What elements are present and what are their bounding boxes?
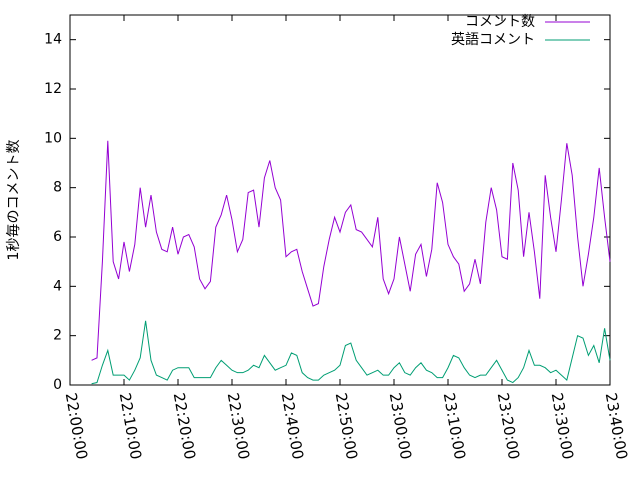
y-tick-label: 4 <box>53 278 62 294</box>
y-tick-label: 10 <box>44 130 62 146</box>
y-tick-label: 14 <box>44 32 62 48</box>
series-line <box>91 140 611 361</box>
y-tick-label: 2 <box>53 328 62 344</box>
x-tick-label: 22:10:00 <box>116 391 145 460</box>
x-tick-label: 23:30:00 <box>548 391 577 460</box>
y-axis-label: 1秒毎のコメント数 <box>6 140 22 261</box>
x-tick-label: 22:20:00 <box>170 391 199 460</box>
x-tick-label: 22:30:00 <box>224 391 253 460</box>
x-tick-label: 23:40:00 <box>602 391 631 460</box>
legend-label: 英語コメント <box>451 31 535 48</box>
x-tick-label: 23:10:00 <box>440 391 469 460</box>
x-tick-label: 23:00:00 <box>386 391 415 460</box>
y-tick-label: 6 <box>53 229 62 245</box>
legend-label: コメント数 <box>465 14 535 30</box>
x-tick-label: 22:40:00 <box>278 391 307 460</box>
y-tick-label: 8 <box>53 180 62 196</box>
x-tick-label: 23:20:00 <box>494 391 523 460</box>
x-tick-label: 22:00:00 <box>62 391 91 460</box>
y-tick-label: 12 <box>44 81 62 97</box>
y-tick-label: 0 <box>53 377 62 393</box>
series-line <box>91 320 611 385</box>
x-tick-label: 22:50:00 <box>332 391 361 460</box>
plot-border <box>69 14 611 386</box>
